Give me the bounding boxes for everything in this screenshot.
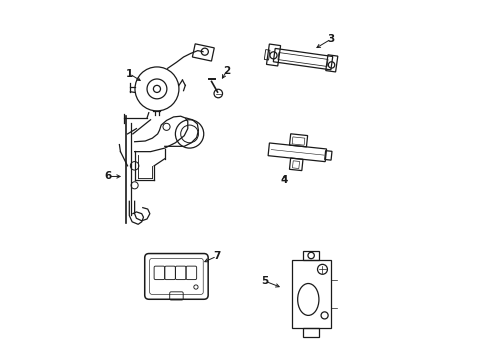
Bar [291, 137, 304, 145]
Text: 7: 7 [213, 251, 220, 261]
Bar [267, 143, 326, 162]
Bar [289, 158, 303, 171]
Bar [273, 49, 332, 70]
Bar [266, 44, 280, 66]
Bar [303, 251, 318, 260]
Bar [303, 328, 318, 337]
Text: 3: 3 [327, 34, 334, 44]
Text: 4: 4 [280, 175, 287, 185]
Bar [277, 53, 327, 67]
Bar [325, 55, 337, 72]
Bar [292, 161, 299, 168]
Bar [264, 50, 269, 60]
Bar [192, 44, 214, 61]
Text: 1: 1 [125, 69, 133, 79]
Text: 5: 5 [261, 276, 268, 286]
Text: 6: 6 [104, 171, 111, 181]
Bar [324, 151, 331, 160]
Text: 2: 2 [223, 66, 230, 76]
Bar [291, 260, 330, 328]
Bar [289, 134, 307, 147]
